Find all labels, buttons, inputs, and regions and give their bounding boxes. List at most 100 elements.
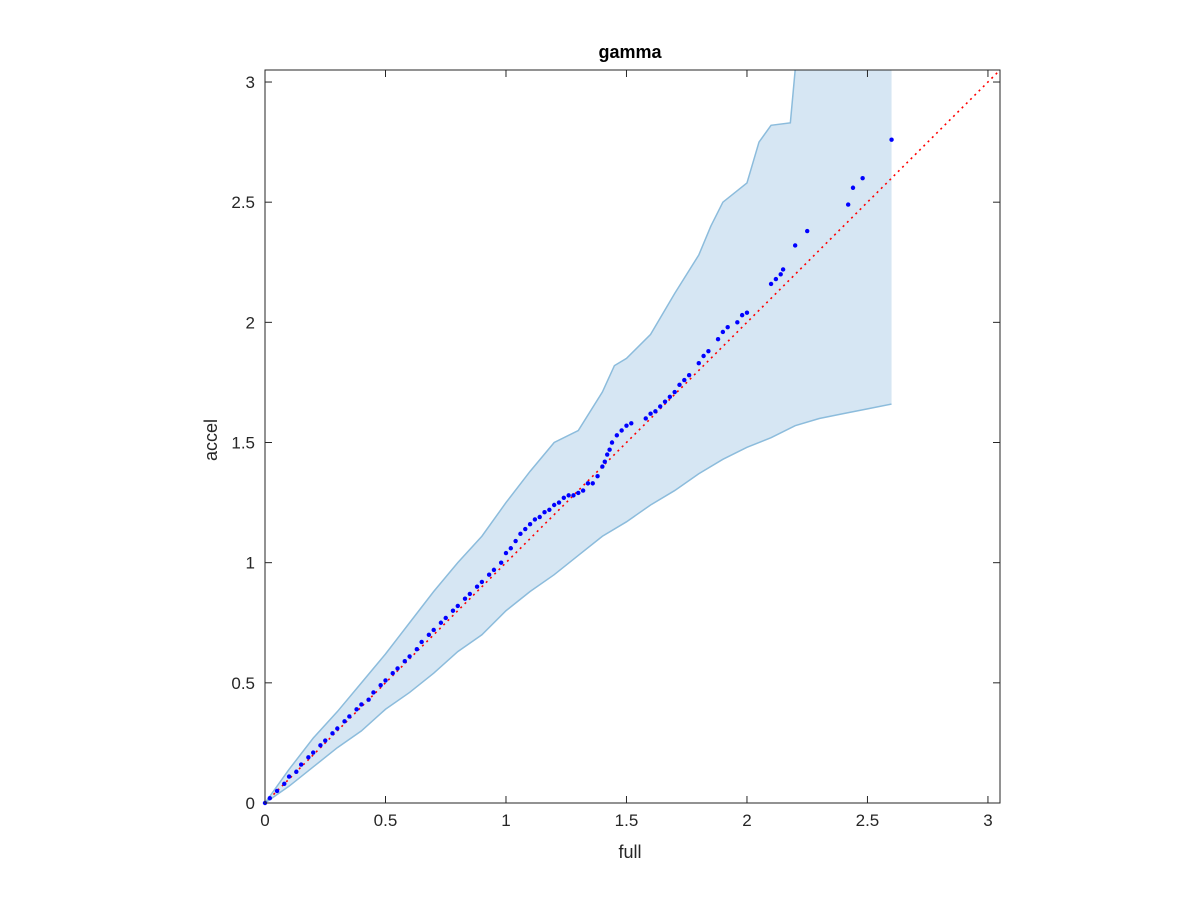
data-point <box>419 639 424 645</box>
data-point <box>667 394 673 400</box>
x-tick-label: 2.5 <box>856 811 880 830</box>
data-point <box>282 781 287 786</box>
data-point <box>720 329 726 335</box>
data-point <box>443 615 448 621</box>
data-point <box>672 389 677 395</box>
data-point <box>310 750 316 755</box>
data-point <box>467 591 473 597</box>
x-tick-label: 0 <box>260 811 269 830</box>
data-point <box>715 336 721 342</box>
data-point <box>390 671 395 676</box>
data-point <box>701 353 706 359</box>
axes-box <box>264 69 1001 804</box>
data-point <box>580 488 586 493</box>
data-point <box>686 373 692 378</box>
data-point <box>342 719 347 724</box>
data-point <box>561 495 567 500</box>
data-point <box>585 481 591 486</box>
data-point <box>503 550 509 556</box>
data-point <box>609 440 615 445</box>
data-point <box>889 137 894 142</box>
data-point <box>402 659 407 664</box>
data-point <box>450 608 456 613</box>
data-point <box>491 567 497 573</box>
y-tick-label: 0 <box>246 794 255 813</box>
data-point <box>330 731 335 736</box>
data-point <box>576 490 581 496</box>
data-point <box>566 493 571 498</box>
x-tick-label: 1.5 <box>615 811 639 830</box>
data-point <box>602 459 607 464</box>
confidence-band <box>265 70 892 803</box>
data-point <box>735 320 740 325</box>
data-point <box>513 538 518 544</box>
data-point <box>274 788 280 794</box>
data-point <box>696 361 701 366</box>
data-point <box>629 421 634 426</box>
data-point <box>643 416 648 421</box>
data-point <box>438 620 444 625</box>
data-point <box>551 502 557 508</box>
band-upper-edge <box>264 69 796 804</box>
data-point <box>498 560 504 565</box>
y-tick-label: 1 <box>246 554 255 573</box>
data-point <box>335 726 340 731</box>
axes: 0 0.5 1 1.5 2 2.5 3 0 0.5 1 1.5 2 2.5 3 <box>231 69 1001 830</box>
data-point <box>805 228 810 234</box>
data-point <box>323 738 328 743</box>
data-point <box>850 185 856 190</box>
data-point <box>773 276 779 282</box>
data-point <box>407 654 412 659</box>
x-tick-label: 1 <box>501 811 510 830</box>
data-point <box>677 382 682 388</box>
x-axis-label: full <box>618 842 641 862</box>
data-point <box>556 500 562 505</box>
data-point <box>508 546 514 551</box>
band-lower-edge <box>264 403 892 804</box>
data-point <box>547 507 552 512</box>
data-point <box>455 603 460 609</box>
y-axis-label: accel <box>201 419 221 461</box>
x-tick-label: 3 <box>983 811 992 830</box>
data-point <box>571 493 576 498</box>
data-point <box>354 707 359 712</box>
chart-title: gamma <box>598 42 662 62</box>
data-point <box>486 572 492 577</box>
y-tick-label: 1.5 <box>231 434 255 453</box>
data-point <box>414 646 420 652</box>
data-point <box>662 399 668 404</box>
data-point <box>359 702 364 707</box>
data-point <box>744 310 750 315</box>
data-point <box>792 243 798 248</box>
data-point <box>706 348 711 354</box>
y-tick-label: 2 <box>246 313 255 332</box>
data-point <box>298 762 304 767</box>
data-point <box>294 769 299 774</box>
data-point <box>318 743 323 748</box>
data-point <box>537 514 542 520</box>
data-point <box>542 510 547 515</box>
data-point <box>739 312 745 318</box>
data-point <box>595 473 600 479</box>
data-point <box>607 447 612 452</box>
plot-area <box>262 69 1001 806</box>
data-point <box>614 433 620 438</box>
data-point <box>658 404 663 409</box>
data-point <box>523 526 528 532</box>
data-point <box>518 531 523 537</box>
data-point <box>845 202 851 207</box>
reference-line <box>264 69 1001 804</box>
y-tick-label: 3 <box>246 73 255 92</box>
data-point <box>860 175 865 181</box>
data-point <box>532 517 538 522</box>
data-point <box>462 596 468 601</box>
data-point <box>306 755 311 760</box>
data-point <box>347 714 352 719</box>
data-point <box>383 678 388 683</box>
data-point <box>431 627 436 633</box>
x-tick-label: 2 <box>742 811 751 830</box>
data-point <box>286 774 292 779</box>
data-point <box>778 272 783 277</box>
data-point <box>653 409 658 414</box>
data-point <box>682 377 687 383</box>
